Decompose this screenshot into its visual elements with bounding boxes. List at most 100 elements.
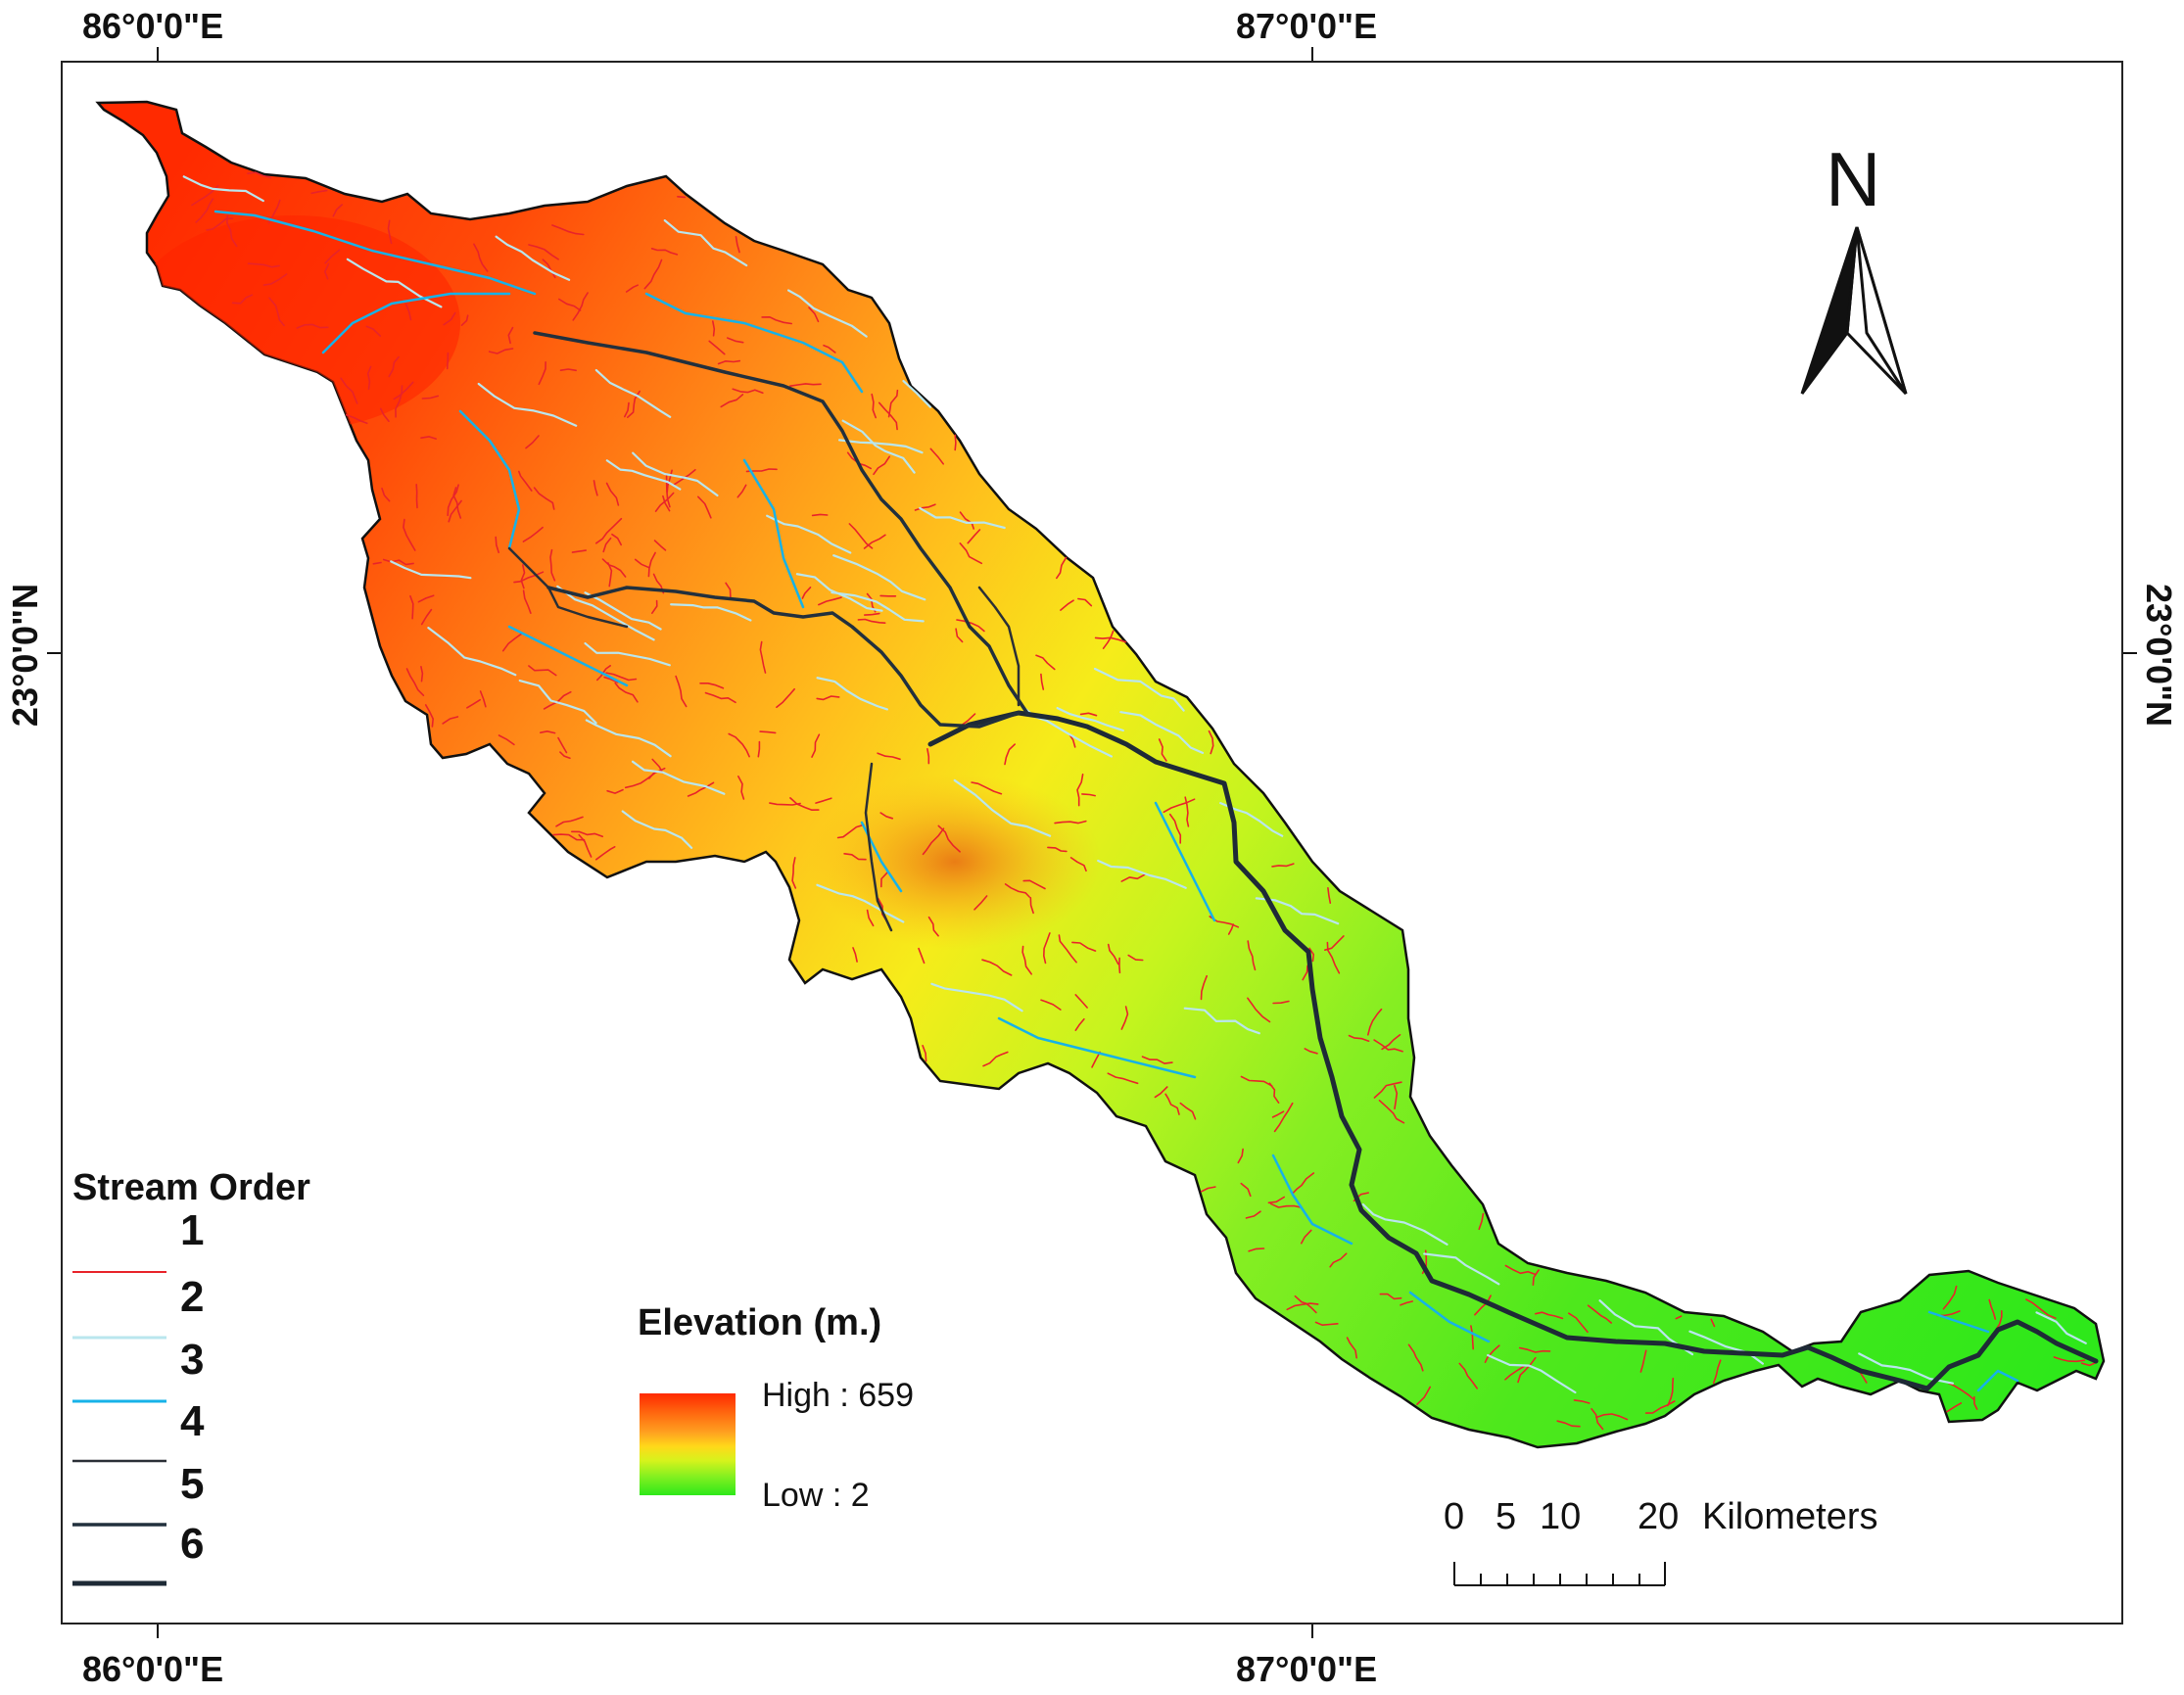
stream-order-1-71 (1004, 883, 1030, 898)
stream-order-3-1 (321, 292, 511, 354)
stream-order-1-292 (1556, 1420, 1581, 1428)
stream-order-1-100 (864, 612, 880, 616)
stream-order-1-130 (728, 732, 750, 758)
stream-order-2-35 (1183, 1007, 1260, 1035)
stream-order-2-42 (605, 459, 682, 491)
stream-order-1-174 (1478, 1212, 1485, 1231)
stream-order-2-1 (518, 679, 597, 725)
stream-order-1-50 (473, 243, 489, 272)
top-tick-86 (157, 47, 159, 61)
stream-order-1-70 (1245, 1210, 1261, 1219)
stream-order-1-249 (1300, 1229, 1312, 1245)
stream-order-1-151 (759, 730, 777, 734)
stream-order-1-234 (654, 492, 675, 512)
stream-order-1-8 (922, 827, 945, 856)
stream-order-1-4 (1291, 1172, 1315, 1195)
stream-order-1-29 (1240, 1182, 1252, 1198)
stream-order-1-256 (1416, 1386, 1431, 1405)
stream-order-1-125 (2025, 1298, 2057, 1319)
stream-order-1-119 (1400, 1300, 1413, 1306)
stream-order-1-198 (1474, 1295, 1492, 1316)
stream-order-1-191 (601, 558, 627, 578)
stream-order-2-6 (1423, 1252, 1500, 1286)
stream-order-1-296 (195, 198, 214, 223)
stream-order-1-237 (1504, 1264, 1537, 1276)
stream-order-1-197 (1040, 999, 1062, 1011)
stream-order-3-11 (1927, 1310, 1990, 1334)
legend-label-order-1: 1 (180, 1206, 205, 1254)
stream-order-1-255 (520, 564, 526, 589)
stream-order-1-299 (559, 368, 577, 372)
stream-order-1-127 (1107, 943, 1119, 965)
stream-order-1-162 (191, 184, 219, 207)
stream-order-1-192 (388, 355, 400, 378)
stream-order-1-271 (887, 389, 899, 418)
stream-order-1-195 (1240, 1075, 1273, 1087)
stream-order-1-68 (415, 484, 418, 509)
stream-order-1-80 (513, 571, 545, 584)
stream-order-1-214 (1056, 556, 1068, 580)
stream-order-1-128 (522, 526, 544, 542)
stream-order-1-222 (409, 594, 414, 620)
stream-order-2-23 (1688, 1330, 1764, 1365)
stream-order-1-140 (1394, 1084, 1399, 1109)
stream-order-1-13 (366, 365, 372, 391)
stream-order-2-33 (1598, 1299, 1694, 1356)
stream-order-1-278 (558, 298, 582, 311)
stream-order-1-263 (914, 503, 936, 511)
stream-order-1-236 (866, 909, 875, 927)
stream-order-1-186 (605, 482, 620, 506)
stream-order-1-248 (818, 596, 842, 606)
stream-order-1-122 (823, 344, 836, 353)
legend-label-order-4: 4 (180, 1397, 205, 1445)
stream-order-1-37 (757, 740, 761, 758)
stream-order-1-99 (1484, 1344, 1500, 1363)
stream-order-1-205 (1004, 743, 1016, 766)
stream-order-1-231 (262, 273, 288, 286)
stream-order-1-253 (2053, 1356, 2086, 1363)
stream-order-1-233 (345, 413, 368, 425)
stream-order-1-146 (1378, 1100, 1405, 1124)
stream-order-1-90 (1029, 897, 1034, 915)
stream-order-1-57 (1079, 712, 1098, 717)
stream-order-2-12 (816, 677, 888, 711)
stream-order-1-49 (1595, 1413, 1629, 1421)
stream-order-1-168 (863, 534, 886, 549)
bottom-tick-87 (1311, 1624, 1313, 1638)
stream-order-1-199 (1247, 940, 1257, 971)
stream-order-1-289 (973, 895, 988, 911)
stream-order-1-202 (1068, 733, 1076, 748)
elevation-legend-title: Elevation (m.) (638, 1302, 882, 1343)
stream-order-2-network (182, 175, 2087, 1394)
stream-order-1-145 (206, 217, 234, 231)
stream-order-2-31 (495, 235, 571, 281)
stream-order-1-157 (1327, 887, 1332, 904)
stream-order-1-225 (1247, 997, 1271, 1023)
stream-order-1-155 (1269, 1202, 1304, 1209)
stream-order-1-48 (479, 690, 487, 708)
tributary-order-4-b (507, 546, 629, 629)
stream-order-1-17 (379, 407, 390, 422)
stream-order-1-196 (776, 687, 795, 708)
stream-order-1-220 (528, 665, 557, 677)
stream-order-1-266 (1308, 947, 1314, 963)
stream-order-1-106 (843, 853, 867, 861)
stream-order-1-290 (878, 401, 898, 431)
stream-order-1-1 (606, 788, 624, 794)
stream-order-1-92 (518, 470, 533, 492)
stream-order-1-188 (1071, 941, 1097, 952)
watershed-basin (95, 100, 2106, 1449)
main-river-network (507, 331, 2099, 1391)
stream-order-1-265 (1532, 1269, 1540, 1286)
stream-order-1-59 (1273, 1102, 1294, 1133)
stream-order-1-96 (1141, 1056, 1173, 1064)
stream-order-2-16 (795, 573, 883, 612)
stream-order-1-133 (447, 484, 459, 517)
stream-order-1-102 (310, 189, 328, 195)
stream-order-1-272 (759, 640, 767, 674)
stream-order-2-34 (663, 219, 748, 267)
stream-order-2-43 (2035, 1311, 2087, 1344)
stream-order-1-185 (708, 340, 726, 355)
top-right-lon-label: 87°0'0"E (1236, 6, 1378, 46)
